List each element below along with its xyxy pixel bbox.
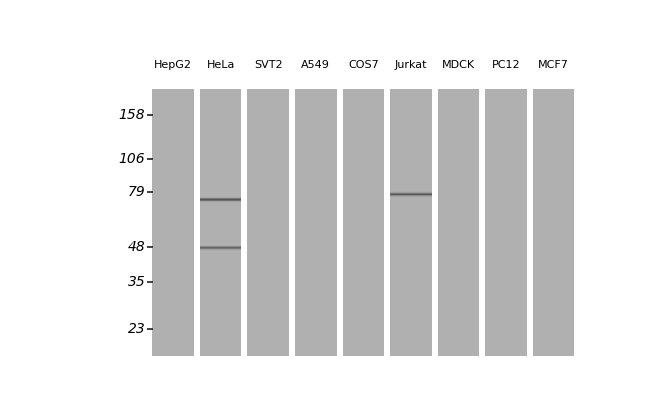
- Bar: [248, 89, 289, 356]
- Bar: [295, 89, 337, 356]
- Text: HeLa: HeLa: [207, 60, 235, 70]
- Text: 79: 79: [127, 185, 145, 199]
- Text: COS7: COS7: [348, 60, 379, 70]
- Text: MDCK: MDCK: [442, 60, 475, 70]
- Text: Jurkat: Jurkat: [395, 60, 427, 70]
- Text: 35: 35: [127, 275, 145, 289]
- Text: 48: 48: [127, 240, 145, 254]
- Text: PC12: PC12: [492, 60, 521, 70]
- Bar: [533, 89, 575, 356]
- Bar: [390, 89, 432, 356]
- Bar: [343, 89, 384, 356]
- Bar: [437, 89, 479, 356]
- Text: SVT2: SVT2: [254, 60, 283, 70]
- Text: 23: 23: [127, 322, 145, 336]
- Text: A549: A549: [302, 60, 330, 70]
- Bar: [152, 89, 194, 356]
- Text: 106: 106: [118, 152, 145, 166]
- Text: HepG2: HepG2: [154, 60, 192, 70]
- Bar: [200, 89, 241, 356]
- Bar: [486, 89, 527, 356]
- Text: 158: 158: [118, 108, 145, 122]
- Text: MCF7: MCF7: [538, 60, 569, 70]
